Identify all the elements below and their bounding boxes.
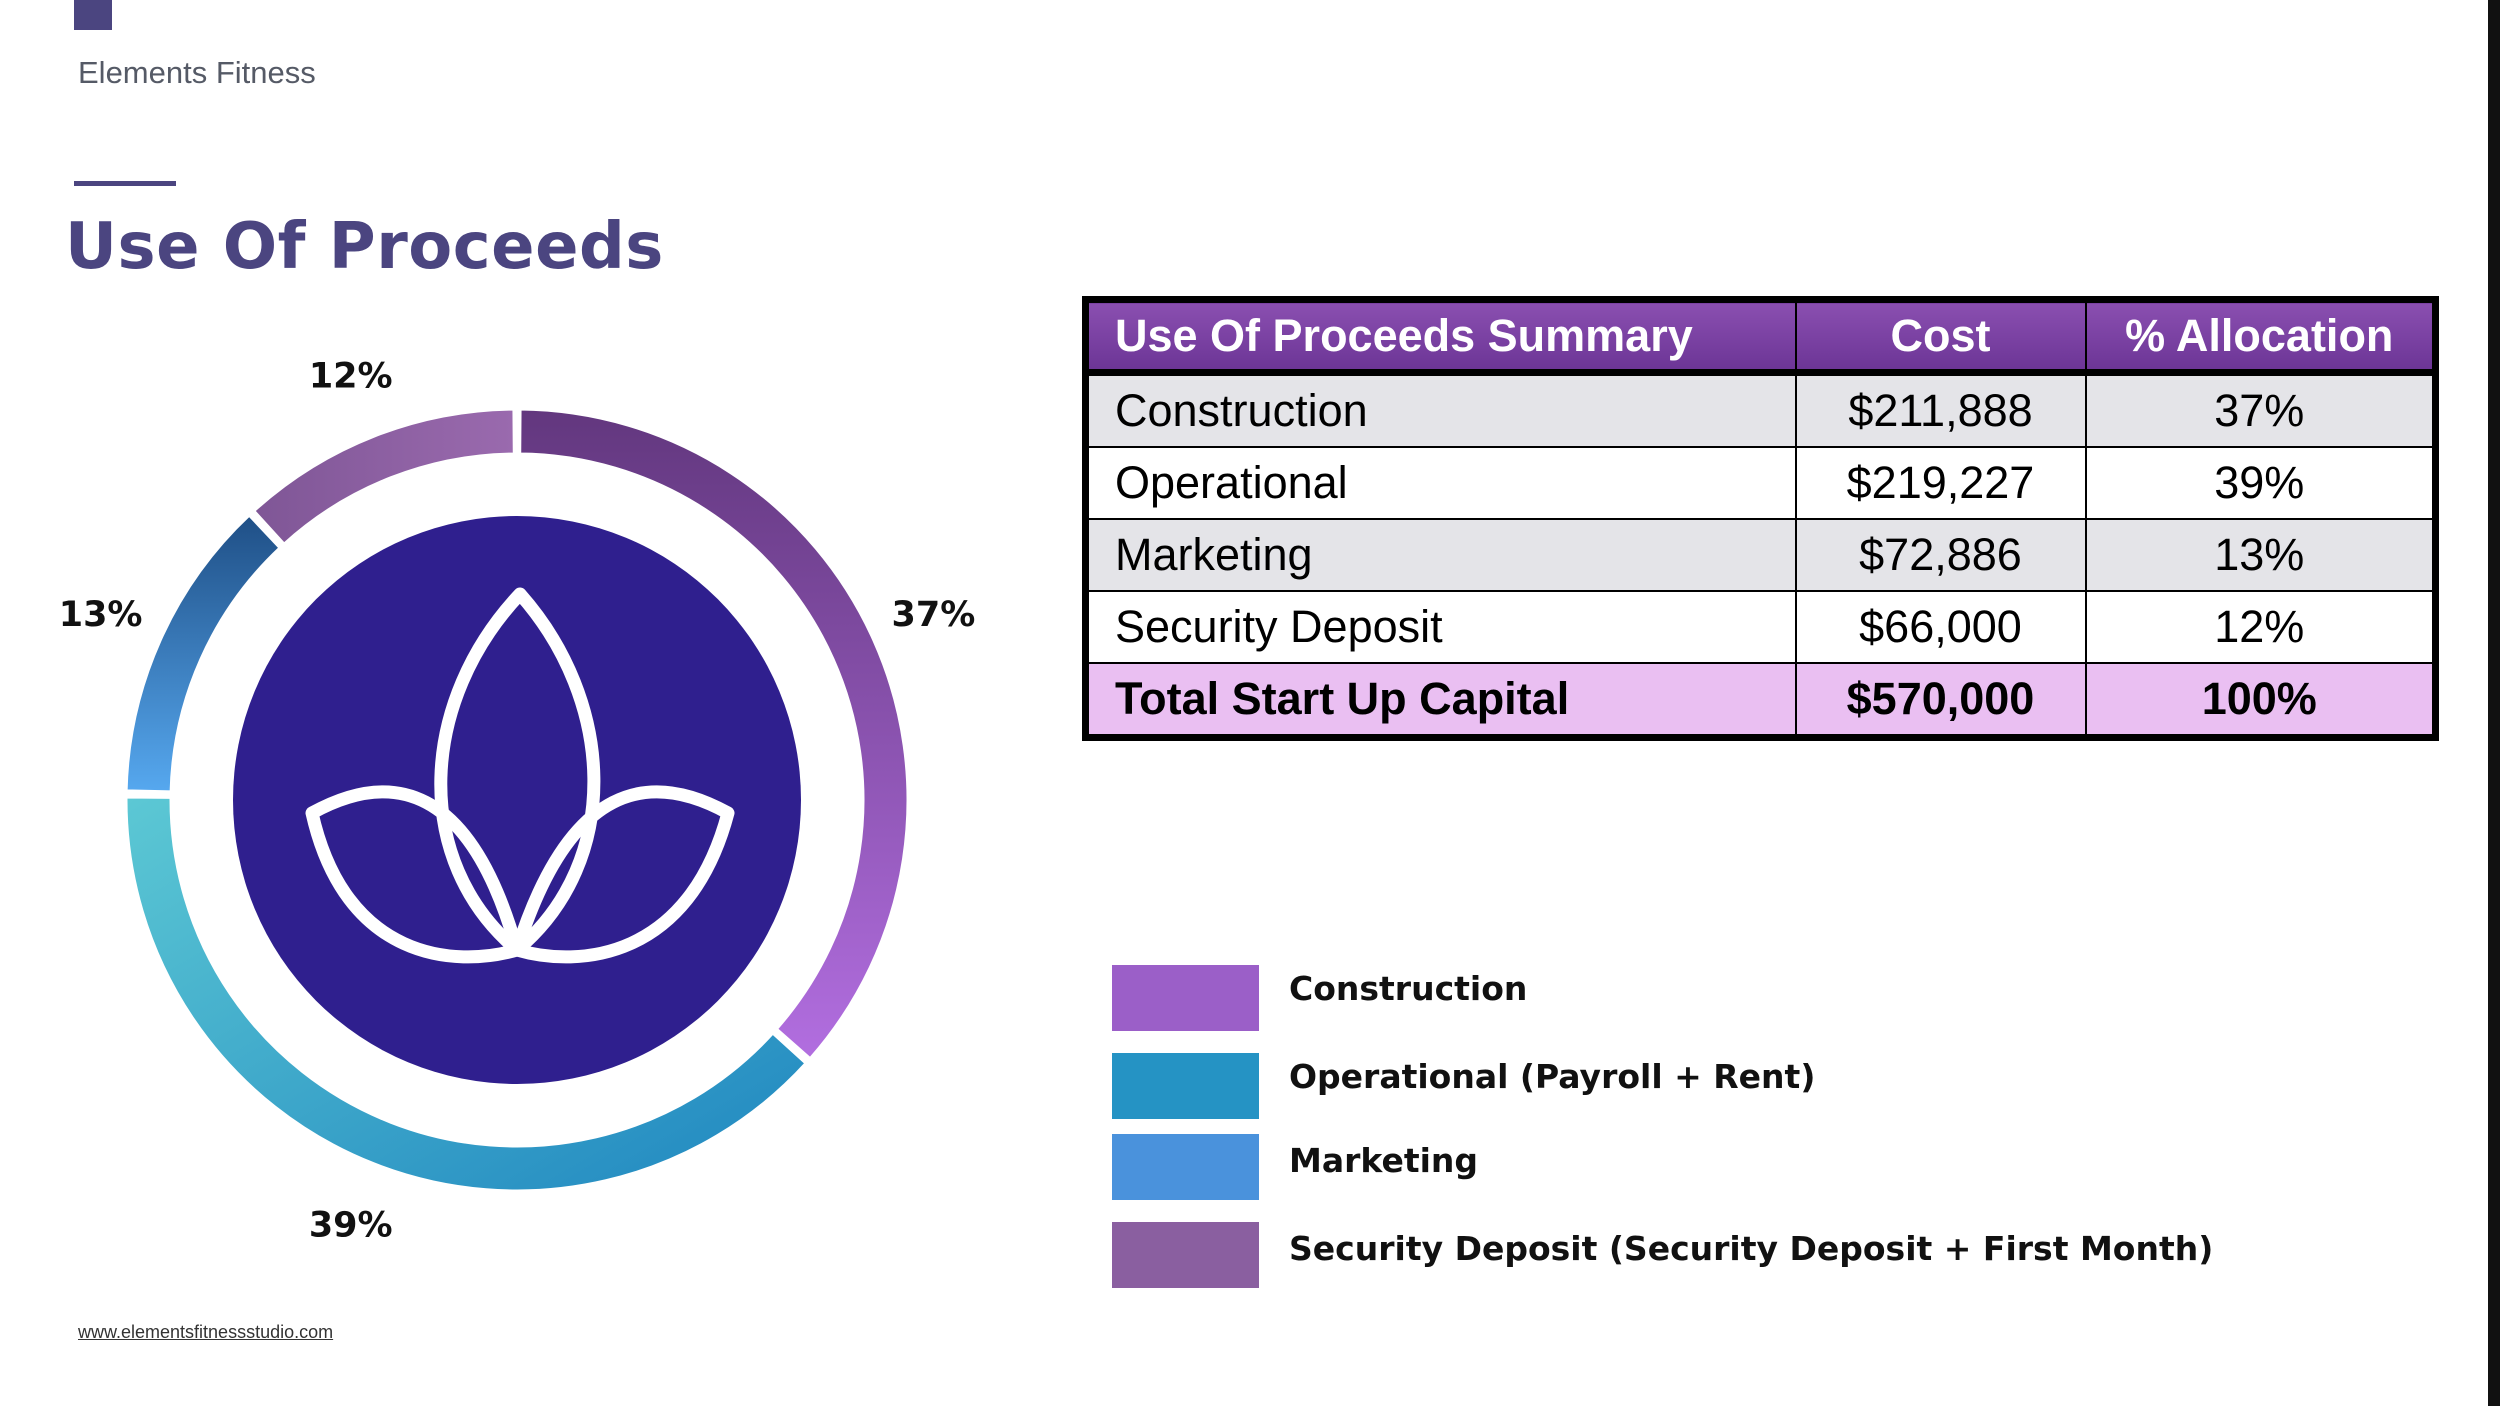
row-label: Security Deposit	[1085, 591, 1797, 664]
page-title: Use Of Proceeds	[65, 210, 664, 284]
table-row: Security Deposit $66,000 12%	[1085, 591, 2436, 664]
chart-legend: Construction Operational (Payroll + Rent…	[1112, 965, 2213, 1309]
row-label: Construction	[1085, 372, 1797, 448]
logo-circle	[233, 516, 801, 1084]
legend-label: Construction	[1289, 969, 1528, 1008]
total-cost: $570,000	[1795, 663, 2087, 739]
brand-square	[74, 0, 112, 30]
donut-segment-security-deposit	[251, 407, 516, 547]
legend-item-security-deposit: Security Deposit (Security Deposit + Fir…	[1112, 1222, 2213, 1309]
legend-item-operational: Operational (Payroll + Rent)	[1112, 1051, 2112, 1137]
row-allocation: 13%	[2085, 519, 2436, 592]
brand-name: Elements Fitness	[78, 55, 316, 90]
legend-label: Security Deposit (Security Deposit + Fir…	[1289, 1229, 2214, 1268]
legend-swatch	[1112, 1222, 1259, 1288]
row-cost: $219,227	[1795, 447, 2087, 520]
title-rule	[74, 181, 176, 186]
table-row: Operational $219,227 39%	[1085, 447, 2436, 520]
donut-segment-construction	[518, 407, 910, 1061]
row-label: Operational	[1085, 447, 1797, 520]
donut-label: 13%	[59, 595, 143, 635]
table-total-row: Total Start Up Capital $570,000 100%	[1085, 663, 2436, 739]
row-cost: $211,888	[1795, 372, 2087, 448]
row-allocation: 39%	[2085, 447, 2436, 520]
table-row: Construction $211,888 37%	[1085, 372, 2436, 448]
table-header-row: Use Of Proceeds Summary Cost % Allocatio…	[1085, 299, 2436, 376]
right-edge-bar	[2488, 0, 2500, 1406]
total-allocation: 100%	[2085, 663, 2436, 739]
donut-chart: 37% 39% 13% 12%	[59, 356, 976, 1246]
header-allocation: % Allocation	[2085, 299, 2436, 376]
proceeds-table: Use Of Proceeds Summary Cost % Allocatio…	[1082, 296, 2439, 741]
row-allocation: 12%	[2085, 591, 2436, 664]
legend-label: Marketing	[1289, 1141, 1479, 1180]
header-cost: Cost	[1795, 299, 2087, 376]
row-allocation: 37%	[2085, 372, 2436, 448]
footer-link[interactable]: www.elementsfitnessstudio.com	[78, 1322, 334, 1342]
row-label: Marketing	[1085, 519, 1797, 592]
legend-swatch	[1112, 965, 1259, 1031]
donut-label: 12%	[309, 356, 393, 396]
legend-swatch	[1112, 1134, 1259, 1200]
total-label: Total Start Up Capital	[1085, 663, 1797, 739]
legend-item-construction: Construction	[1112, 965, 2112, 1051]
header-summary: Use Of Proceeds Summary	[1085, 299, 1797, 376]
row-cost: $72,886	[1795, 519, 2087, 592]
legend-label: Operational (Payroll + Rent)	[1289, 1057, 1816, 1096]
donut-label: 39%	[309, 1206, 393, 1246]
donut-segment-marketing	[124, 512, 283, 794]
table-row: Marketing $72,886 13%	[1085, 519, 2436, 592]
row-cost: $66,000	[1795, 591, 2087, 664]
legend-item-marketing: Marketing	[1112, 1134, 2112, 1223]
legend-swatch	[1112, 1053, 1259, 1119]
donut-label: 37%	[891, 595, 975, 635]
lotus-icon	[305, 587, 735, 964]
donut-segment-operational	[124, 795, 809, 1193]
